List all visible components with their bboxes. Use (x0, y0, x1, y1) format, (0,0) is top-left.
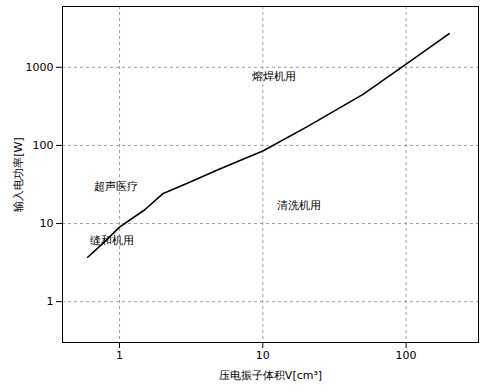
svg-text:10: 10 (256, 349, 270, 362)
svg-text:1: 1 (116, 349, 123, 362)
svg-text:清洗机用: 清洗机用 (277, 199, 321, 212)
svg-text:输入电功率[W]: 输入电功率[W] (12, 137, 25, 211)
svg-text:1000: 1000 (26, 61, 54, 74)
svg-text:100: 100 (396, 349, 417, 362)
svg-text:缝和机用: 缝和机用 (90, 234, 134, 247)
svg-text:1: 1 (47, 295, 54, 308)
svg-text:压电振子体积V[cm³]: 压电振子体积V[cm³] (219, 369, 322, 382)
svg-text:100: 100 (33, 139, 54, 152)
svg-text:10: 10 (40, 217, 54, 230)
svg-text:熔焊机用: 熔焊机用 (252, 70, 296, 83)
svg-text:超声医疗: 超声医疗 (94, 180, 138, 193)
